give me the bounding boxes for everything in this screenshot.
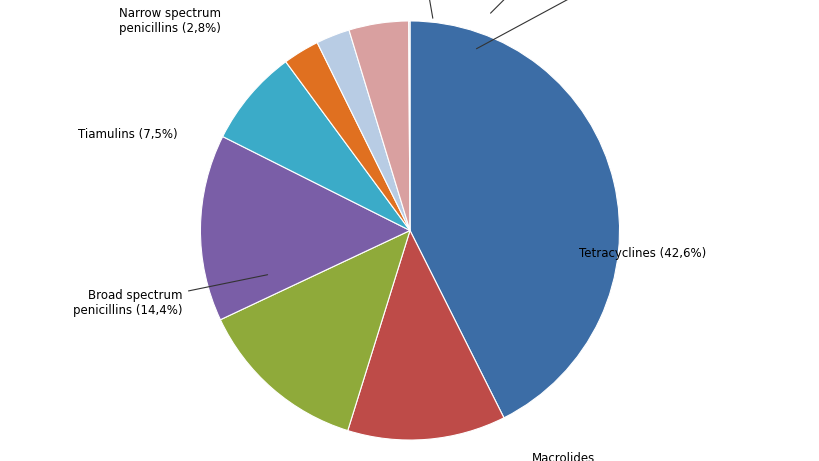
Text: Diaminopyrimidines (2,6%): Diaminopyrimidines (2,6%) [332,0,493,18]
Wedge shape [286,42,410,231]
Wedge shape [317,30,410,230]
Text: Tetracyclines (42,6%): Tetracyclines (42,6%) [578,247,705,260]
Wedge shape [347,230,504,440]
Text: Macrolides
(12,2%): Macrolides (12,2%) [532,452,595,461]
Wedge shape [223,62,410,230]
Text: Broad spectrum
penicillins (14,4%): Broad spectrum penicillins (14,4%) [74,275,267,317]
Wedge shape [349,21,410,230]
Wedge shape [220,230,410,431]
Text: HP-CIAs (0,1%): HP-CIAs (0,1%) [476,0,637,49]
Text: Others (4,6%): Others (4,6%) [490,0,620,13]
Wedge shape [408,21,410,230]
Wedge shape [200,136,410,320]
Text: Tiamulins (7,5%): Tiamulins (7,5%) [78,128,177,141]
Wedge shape [410,21,619,418]
Text: Narrow spectrum
penicillins (2,8%): Narrow spectrum penicillins (2,8%) [119,7,220,35]
